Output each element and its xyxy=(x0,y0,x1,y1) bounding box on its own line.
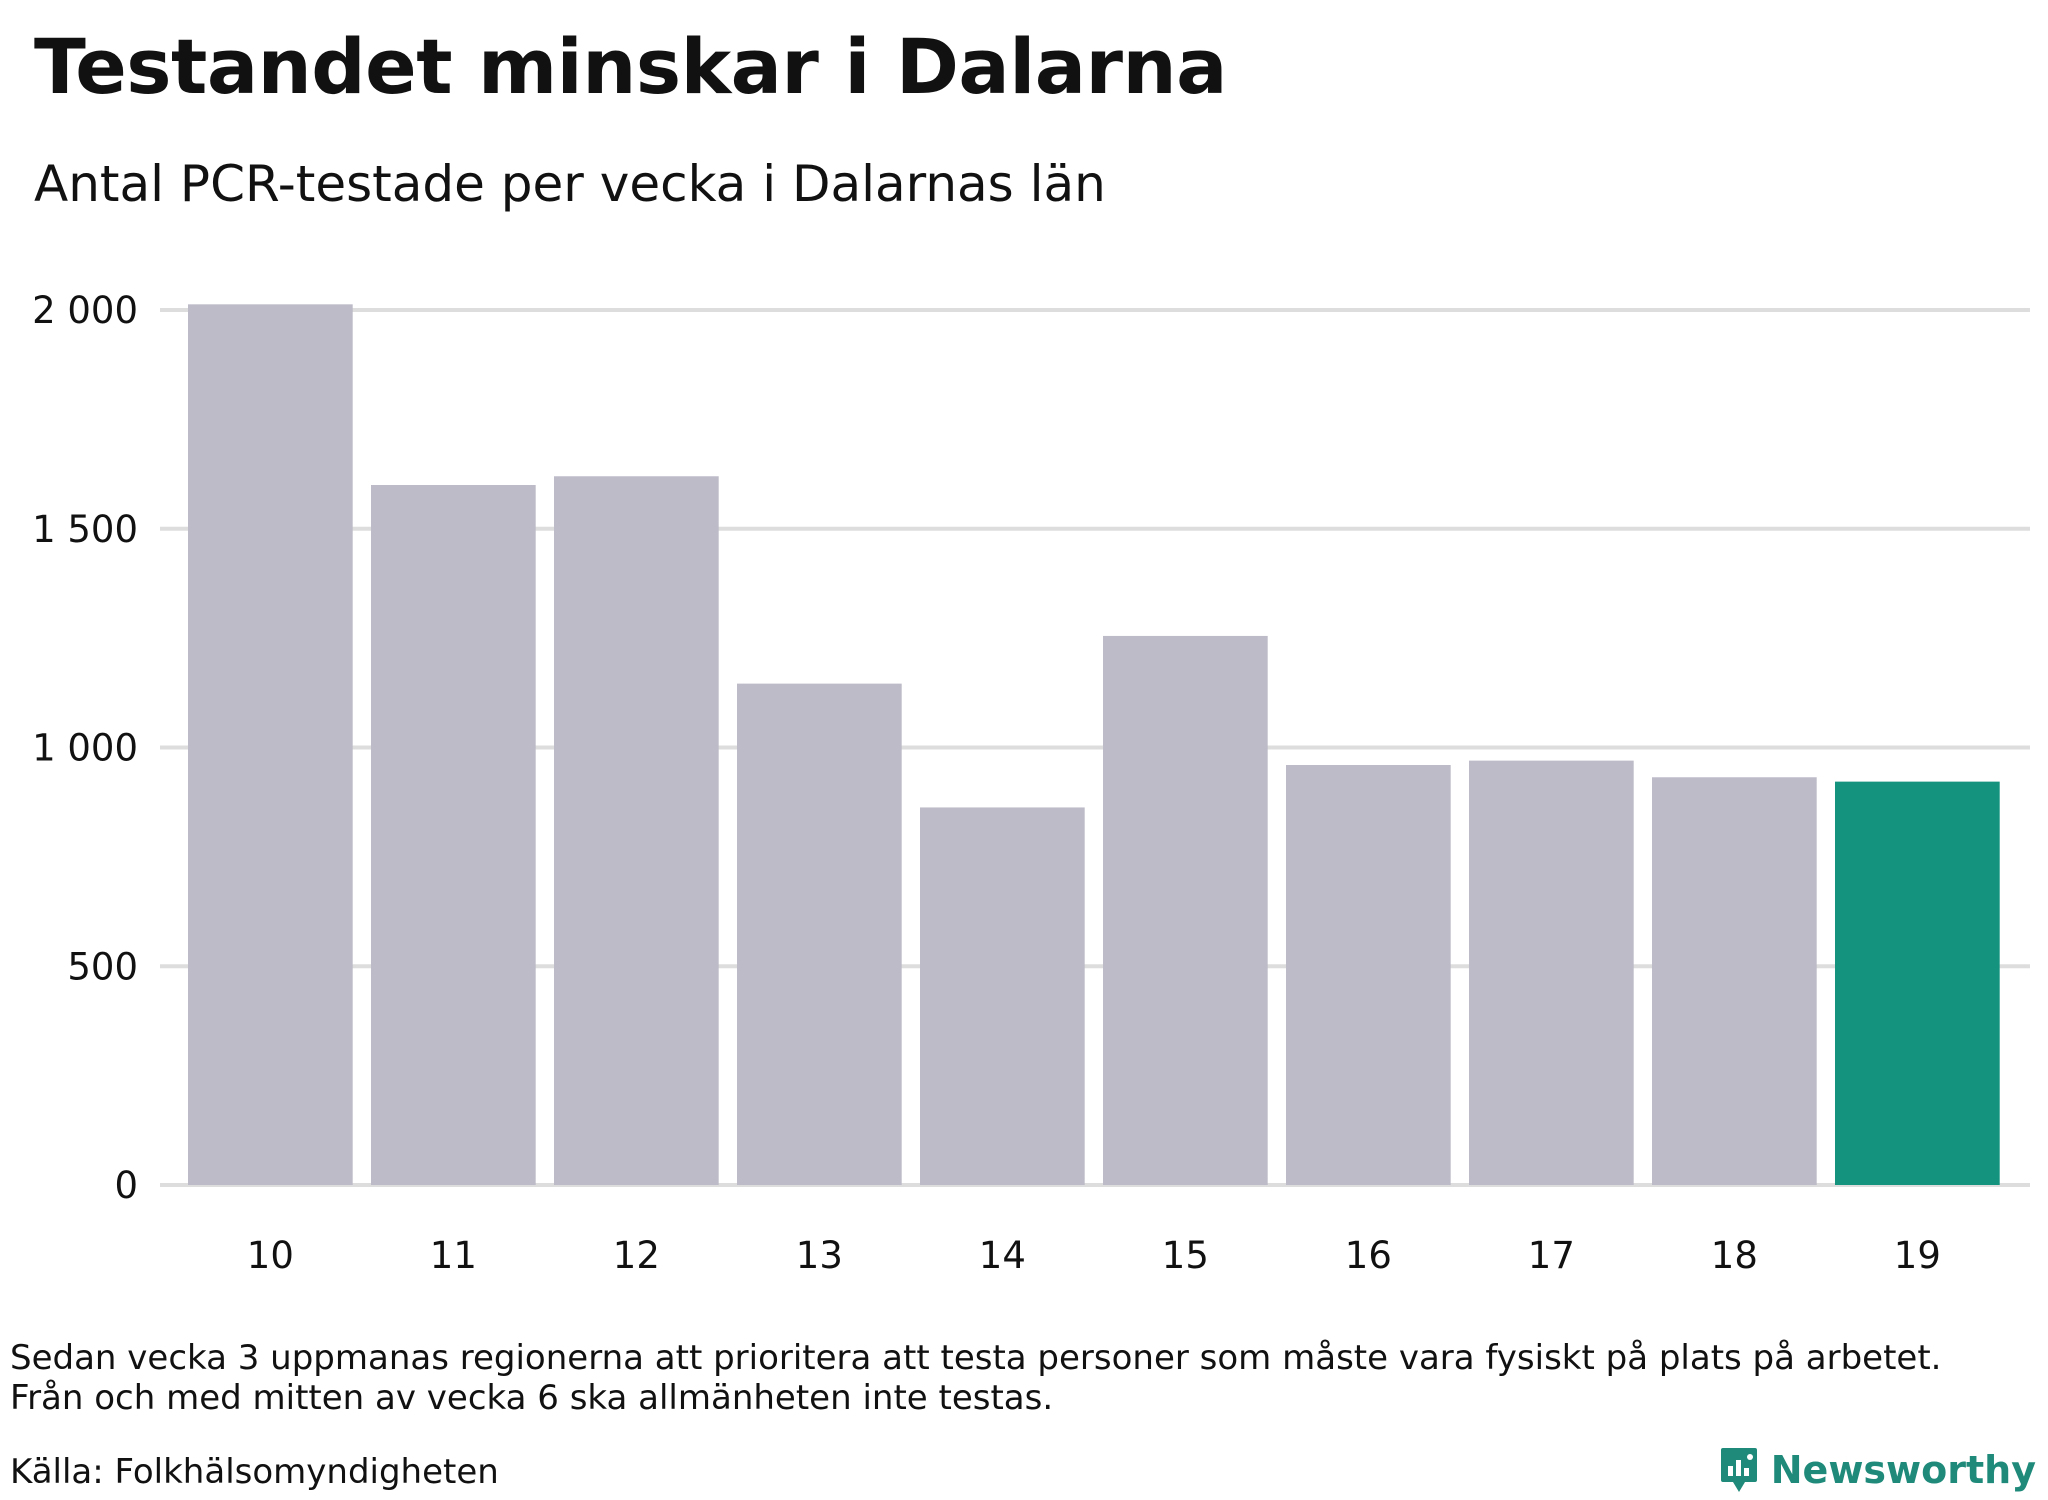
x-tick-label: 15 xyxy=(1162,1234,1209,1277)
y-axis-ticks: 0 500 1 000 1 500 2 000 xyxy=(32,289,138,1207)
newsworthy-logo-icon xyxy=(1720,1448,1757,1492)
note-line-1: Sedan vecka 3 uppmanas regionerna att pr… xyxy=(10,1338,1942,1378)
x-tick-label: 14 xyxy=(979,1234,1026,1277)
bar-chart: 0 500 1 000 1 500 2 000 10 11 12 13 14 15 16 17 18 19 xyxy=(32,289,2030,1277)
x-tick-label: 12 xyxy=(613,1234,660,1277)
x-axis-ticks: 10 11 12 13 14 15 16 17 18 19 xyxy=(247,1234,1941,1277)
brand-name: Newsworthy xyxy=(1770,1448,2036,1492)
x-tick-label: 11 xyxy=(430,1234,477,1277)
bar xyxy=(188,304,353,1185)
y-tick-label: 1 000 xyxy=(32,727,138,770)
chart-note: Sedan vecka 3 uppmanas regionerna att pr… xyxy=(10,1338,1941,1418)
bar xyxy=(1103,635,1268,1185)
y-tick-label: 2 000 xyxy=(32,289,138,332)
brand-logo: Newsworthy xyxy=(1719,1446,2036,1494)
y-tick-label: 0 xyxy=(114,1164,138,1207)
note-line-2: Från och med mitten av vecka 6 ska allmä… xyxy=(10,1378,1054,1418)
x-tick-label: 17 xyxy=(1528,1234,1575,1277)
bar xyxy=(1652,777,1817,1185)
chart-subtitle: Antal PCR-testade per vecka i Dalarnas l… xyxy=(34,155,1106,213)
x-tick-label: 13 xyxy=(796,1234,843,1277)
source-text: Källa: Folkhälsomyndigheten xyxy=(10,1452,499,1492)
bar-highlight xyxy=(1835,781,2000,1185)
bars xyxy=(188,304,2000,1185)
x-tick-label: 16 xyxy=(1345,1234,1392,1277)
bar xyxy=(1469,760,1634,1185)
bar xyxy=(920,807,1085,1185)
x-tick-label: 10 xyxy=(247,1234,294,1277)
y-tick-label: 1 500 xyxy=(32,508,138,551)
bar xyxy=(1286,765,1451,1185)
bar xyxy=(737,683,902,1185)
bar xyxy=(371,485,536,1185)
x-tick-label: 19 xyxy=(1894,1234,1941,1277)
x-tick-label: 18 xyxy=(1711,1234,1758,1277)
chart-title: Testandet minskar i Dalarna xyxy=(34,22,1227,111)
bar xyxy=(554,476,719,1185)
y-tick-label: 500 xyxy=(67,945,138,988)
